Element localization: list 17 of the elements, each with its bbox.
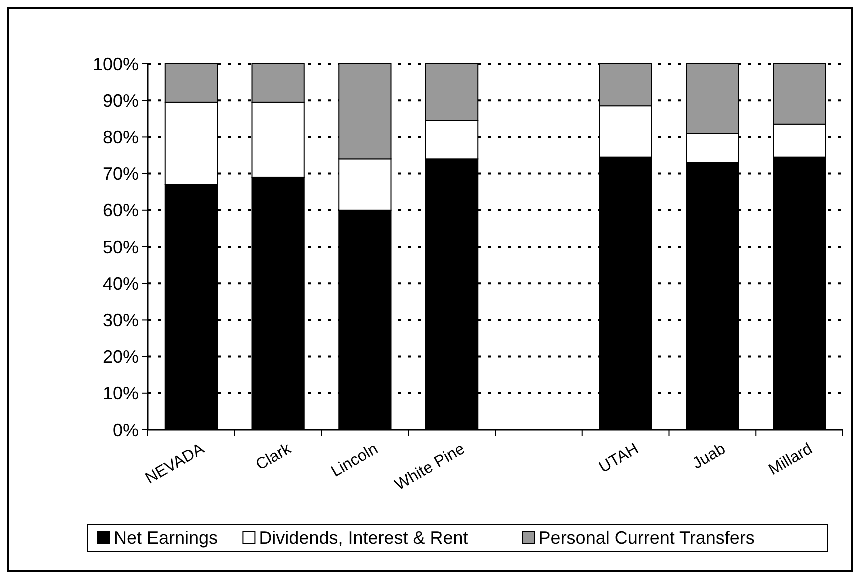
legend-label: Personal Current Transfers bbox=[538, 528, 755, 548]
legend-label: Dividends, Interest & Rent bbox=[259, 528, 468, 548]
y-tick-label: 10% bbox=[102, 384, 139, 404]
y-tick-label: 60% bbox=[102, 200, 139, 221]
x-tick-label: Juab bbox=[690, 440, 729, 473]
y-tick-label: 80% bbox=[102, 128, 139, 148]
y-tick-label: 20% bbox=[102, 347, 139, 368]
x-tick-label: Clark bbox=[253, 440, 296, 474]
y-tick-label: 100% bbox=[92, 54, 139, 74]
y-tick-label: 0% bbox=[112, 420, 139, 440]
legend-label: Net Earnings bbox=[114, 528, 218, 548]
y-tick-label: 30% bbox=[102, 310, 139, 330]
y-tick-label: 40% bbox=[102, 274, 139, 294]
x-tick-label: White Pine bbox=[392, 440, 468, 494]
y-tick-label: 90% bbox=[102, 90, 139, 111]
y-tick-label: 50% bbox=[102, 237, 139, 258]
y-tick-label: 70% bbox=[102, 164, 139, 184]
